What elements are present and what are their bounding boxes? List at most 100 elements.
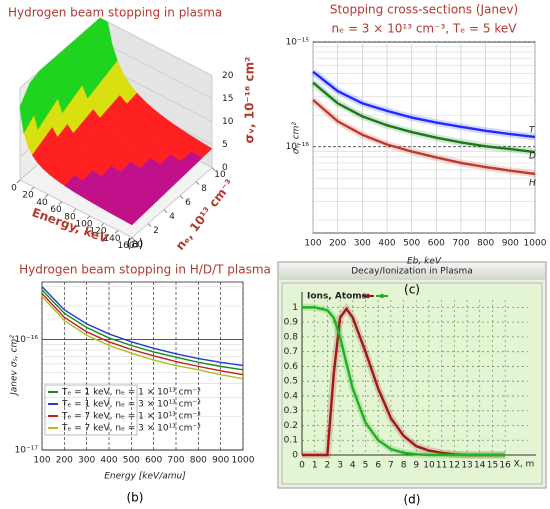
x-tick-label: 600 <box>145 456 162 466</box>
x-tick-label: 1000 <box>232 456 255 466</box>
x-tick-label: 600 <box>428 239 445 249</box>
z-tick-label: 5 <box>222 140 228 150</box>
x-tick-label: 14 <box>474 461 486 471</box>
y-axis-label: σₛ, cm² <box>292 122 302 154</box>
x-tick <box>16 179 21 184</box>
x-tick-label: 800 <box>477 239 494 249</box>
x-tick-label: 400 <box>100 456 117 466</box>
legend-label: Tₑ = 7 keV, nₑ = 1 × 10¹³ cm⁻³ <box>61 412 201 422</box>
x-tick-label: 15 <box>487 461 498 471</box>
x-tick-label: 40 <box>36 198 48 208</box>
x-tick-label: 8 <box>401 461 407 471</box>
y-tick-label: 4 <box>169 212 175 222</box>
z-axis-label: σᵥ, 10⁻¹⁶ cm² <box>243 57 257 144</box>
x-tick-label: 5 <box>363 461 369 471</box>
x-tick-label: 0 <box>299 461 305 471</box>
legend-label: Tₑ = 1 keV, nₑ = 3 × 10¹³ cm⁻³ <box>61 400 201 410</box>
x-tick-label: 13 <box>461 461 472 471</box>
x-tick-label: 11 <box>436 461 447 471</box>
y-tick-label: 0.3 <box>284 406 298 416</box>
x-tick-label: 200 <box>329 239 346 249</box>
z-tick-label: 20 <box>222 71 234 81</box>
z-tick-label: 15 <box>222 94 233 104</box>
series-line <box>312 98 536 176</box>
x-tick-label: 700 <box>167 456 184 466</box>
legend-label: T <box>529 125 536 135</box>
y-axis-label: Janev σₛ, cm² <box>10 335 20 397</box>
x-tick-label: 20 <box>22 191 34 201</box>
chart-title: Stopping cross-sections (Janev) <box>330 3 518 17</box>
x-tick-label: 100 <box>33 456 50 466</box>
y-tick-label: 0 <box>137 240 143 250</box>
series-line <box>41 295 244 380</box>
x-tick <box>128 237 133 241</box>
y-tick-label: 0.7 <box>284 347 298 357</box>
series-line <box>312 81 536 154</box>
x-tick <box>30 186 35 191</box>
x-tick-label: 0 <box>11 184 17 194</box>
x-tick <box>100 222 105 227</box>
x-tick-label: 900 <box>502 239 519 249</box>
x-tick-label: 3 <box>337 461 343 471</box>
surface-patch <box>120 209 143 226</box>
x-tick-label: 200 <box>56 456 73 466</box>
legend-label: Ions, Atoms <box>307 292 367 302</box>
x-tick-label: 1000 <box>524 239 547 249</box>
chart-title: Hydrogen beam stopping in plasma <box>8 6 222 20</box>
x-tick-label: 500 <box>403 239 420 249</box>
legend-box <box>44 384 138 436</box>
y-tick-label: 10⁻¹⁵ <box>286 38 310 48</box>
panel-label: (c) <box>404 283 420 297</box>
y-tick-label: 10⁻¹⁶ <box>286 142 310 152</box>
y-tick-label: 8 <box>201 184 207 194</box>
x-axis-label: Eb, keV <box>407 257 442 267</box>
y-tick <box>163 209 168 213</box>
series-line <box>312 70 536 139</box>
series-line <box>302 306 506 457</box>
x-tick-label: 100 <box>304 239 321 249</box>
legend-label: Tₑ = 7 keV, nₑ = 3 × 10¹³ cm⁻³ <box>61 424 201 434</box>
y-tick-label: 10⁻¹⁷ <box>15 446 39 456</box>
y-tick <box>195 181 200 185</box>
x-tick-label: 120 <box>89 227 106 237</box>
y-tick-label: 0 <box>292 451 298 461</box>
x-tick-label: 400 <box>378 239 395 249</box>
y-tick-label: 0.6 <box>284 362 299 372</box>
legend-marker <box>379 293 385 299</box>
x-axis-label: X, m <box>514 460 535 470</box>
x-tick-label: 6 <box>375 461 381 471</box>
panel-d-plot-bg <box>281 282 543 485</box>
z-tick-label: 0 <box>222 163 228 173</box>
x-tick <box>114 230 119 234</box>
y-tick-label: 0.8 <box>284 332 299 342</box>
x-tick-label: 300 <box>354 239 371 249</box>
x-tick <box>58 201 63 205</box>
series-line <box>41 289 244 371</box>
x-tick-label: 500 <box>123 456 140 466</box>
x-tick-label: 100 <box>75 220 92 230</box>
x-tick <box>86 215 91 220</box>
y-tick-label: 10⁻¹⁶ <box>15 335 39 345</box>
y-tick <box>211 167 216 171</box>
y-tick-label: 0.9 <box>284 318 299 328</box>
y-tick-label: 6 <box>185 198 191 208</box>
panel-label: (b) <box>127 491 144 505</box>
x-tick-label: 9 <box>413 461 419 471</box>
panel-label: (d) <box>404 493 421 507</box>
x-tick-label: 80 <box>64 212 76 222</box>
x-tick-label: 4 <box>350 461 356 471</box>
z-tick-label: 10 <box>222 117 234 127</box>
x-tick-label: 7 <box>388 461 394 471</box>
y-tick-label: 0.4 <box>284 391 299 401</box>
y-tick-label: 0.1 <box>284 436 298 446</box>
x-axis-label: Energy [keV/amu] <box>104 472 186 482</box>
series-line <box>41 292 244 376</box>
y-tick-label: 0.2 <box>284 421 298 431</box>
chart-title: Decay/Ionization in Plasma <box>351 267 472 277</box>
x-tick-label: 160 <box>117 241 134 251</box>
window-title-bar <box>279 263 545 280</box>
x-tick-label: 300 <box>78 456 95 466</box>
chart-subtitle: nₑ = 3 × 10¹³ cm⁻³, Tₑ = 5 keV <box>332 22 518 36</box>
legend-marker <box>365 293 371 299</box>
y-tick-label: 0.5 <box>284 377 298 387</box>
